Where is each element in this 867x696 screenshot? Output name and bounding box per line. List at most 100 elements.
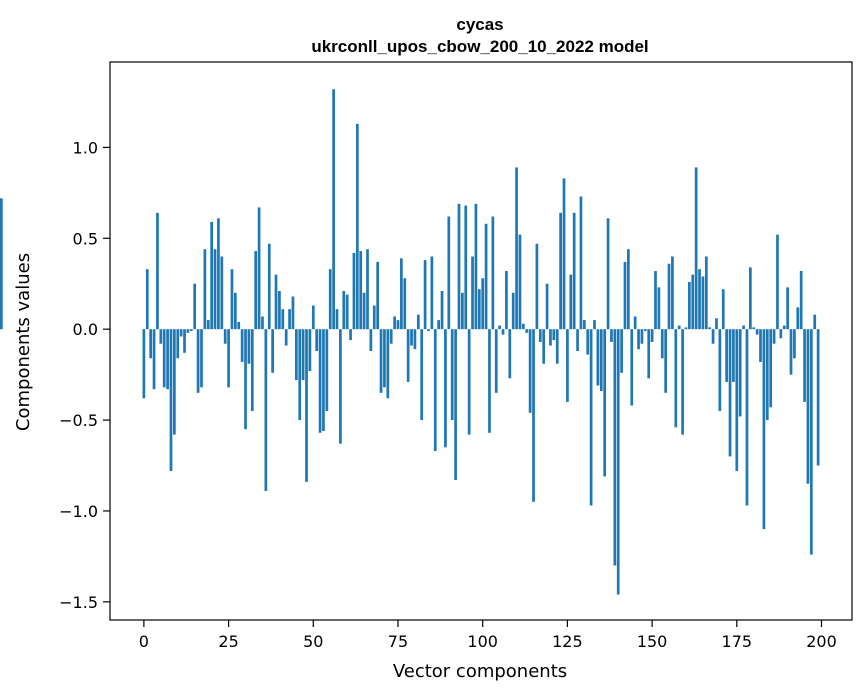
- bar-151: [654, 271, 657, 330]
- x-tick-label: 75: [388, 632, 408, 651]
- bar-190: [786, 287, 789, 330]
- bar-121: [552, 329, 556, 341]
- bar-0: [142, 329, 146, 399]
- bar-4: [156, 212, 159, 330]
- bar-71: [383, 329, 386, 388]
- bar-30: [244, 329, 247, 430]
- bar-29: [240, 329, 244, 362]
- bar-120: [549, 329, 552, 346]
- bar-188: [779, 329, 783, 339]
- bar-31: [247, 329, 251, 364]
- bar-112: [521, 323, 525, 330]
- bar-83: [423, 260, 427, 330]
- bar-148: [643, 329, 647, 332]
- bar-118: [542, 329, 546, 364]
- bar-101: [484, 223, 488, 330]
- bar-98: [474, 203, 478, 330]
- bar-2: [149, 329, 153, 359]
- bar-97: [471, 256, 474, 330]
- bar-53: [322, 329, 325, 431]
- bar-46: [298, 329, 302, 421]
- bar-96: [467, 329, 471, 435]
- bar-35: [261, 316, 264, 330]
- bar-34: [257, 207, 261, 330]
- bar-39: [274, 274, 278, 330]
- bar-21: [213, 249, 217, 330]
- bar-129: [579, 196, 583, 330]
- bar-47: [301, 329, 305, 381]
- bar-185: [769, 329, 773, 408]
- bar-110: [515, 167, 518, 330]
- bar-40: [278, 291, 281, 330]
- x-tick-label: 175: [722, 632, 753, 651]
- bar-62: [352, 252, 356, 330]
- bar-154: [664, 329, 668, 393]
- bar-127: [572, 212, 576, 330]
- bar-115: [532, 329, 535, 502]
- bar-109: [511, 292, 515, 330]
- bar-5: [159, 329, 163, 344]
- bar-117: [538, 329, 542, 342]
- bar-119: [545, 283, 549, 330]
- bar-56: [332, 89, 335, 330]
- bar-194: [799, 271, 803, 330]
- bar-6: [162, 329, 166, 388]
- bar-103: [491, 216, 495, 330]
- bar-77: [403, 278, 407, 330]
- bar-158: [677, 325, 681, 330]
- bar-177: [742, 325, 745, 330]
- x-tick-label: 125: [552, 632, 583, 651]
- bar-27: [234, 292, 237, 330]
- x-tick-label: 50: [303, 632, 323, 651]
- bar-197: [809, 329, 813, 555]
- bar-88: [440, 291, 444, 330]
- bar-126: [569, 274, 573, 330]
- bar-107: [505, 271, 508, 330]
- bar-14: [189, 329, 193, 332]
- bar-16: [196, 329, 200, 393]
- bar-81: [416, 314, 420, 330]
- bar-176: [738, 329, 742, 417]
- bar-10: [176, 329, 180, 359]
- bar-106: [501, 329, 505, 335]
- bar-178: [745, 329, 749, 506]
- bar-171: [721, 289, 725, 330]
- bar-125: [566, 329, 569, 402]
- bar-196: [806, 329, 810, 484]
- bar-11: [179, 329, 183, 337]
- bar-184: [765, 329, 769, 421]
- bar-163: [694, 167, 698, 330]
- bar-64: [359, 251, 363, 330]
- bar-173: [728, 329, 732, 457]
- bar-32: [250, 329, 254, 411]
- bar-23: [220, 256, 224, 330]
- bar-116: [535, 243, 539, 330]
- x-tick-label: 200: [806, 632, 837, 651]
- bar-49: [308, 329, 312, 371]
- bar-41: [281, 309, 285, 330]
- bar-198: [813, 314, 817, 330]
- y-tick-label: 1.0: [73, 138, 98, 157]
- y-tick-label: 0.0: [73, 320, 98, 339]
- y-tick-label: −0.5: [59, 411, 98, 430]
- bar-170: [718, 329, 722, 411]
- bar-144: [630, 329, 634, 406]
- bar-169: [715, 318, 718, 330]
- bar-24: [223, 329, 227, 344]
- bar-65: [362, 292, 366, 330]
- bar-70: [379, 329, 383, 393]
- bar-150: [650, 329, 654, 342]
- bar-58: [339, 329, 342, 444]
- bar-113: [525, 329, 529, 333]
- bar-174: [732, 329, 735, 382]
- bar-141: [620, 329, 623, 373]
- bar-9: [173, 329, 176, 435]
- bar-138: [610, 329, 613, 342]
- bar-51: [315, 329, 319, 351]
- bar-79: [410, 329, 413, 346]
- bar-146: [637, 329, 640, 350]
- bar-1: [145, 269, 149, 330]
- bar-160: [684, 327, 688, 330]
- bar-68: [372, 305, 376, 330]
- bar-102: [488, 329, 491, 433]
